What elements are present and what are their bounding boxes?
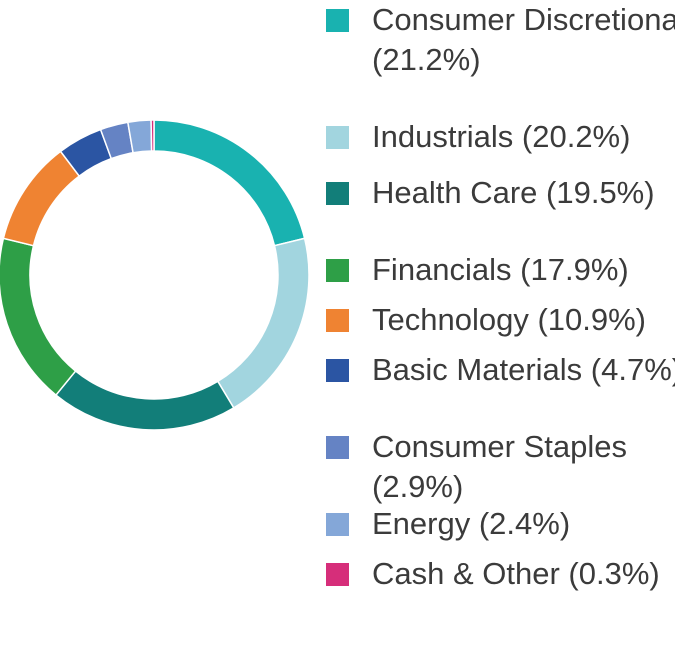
legend-swatch	[326, 126, 349, 149]
legend-item: Industrials (20.2%)	[326, 117, 675, 157]
legend-swatch	[326, 436, 349, 459]
legend-label: Consumer Staples (2.9%)	[372, 429, 628, 504]
legend-label: Basic Materials (4.7%)	[372, 352, 675, 387]
donut-slice	[153, 119, 306, 247]
legend-item: Cash & Other (0.3%)	[326, 554, 675, 594]
donut-slice	[54, 369, 235, 431]
donut-slice	[216, 237, 310, 409]
legend-item: Energy (2.4%)	[326, 504, 675, 544]
donut-slice	[0, 237, 77, 397]
legend-swatch	[326, 9, 349, 32]
donut-slice	[150, 119, 155, 152]
legend-swatch	[326, 309, 349, 332]
legend-label: Energy (2.4%)	[372, 506, 571, 541]
legend-label: Industrials (20.2%)	[372, 119, 631, 154]
legend-label: Cash & Other (0.3%)	[372, 556, 660, 591]
legend-item: Financials (17.9%)	[326, 250, 675, 290]
legend-swatch	[326, 563, 349, 586]
legend-item: Consumer Staples (2.9%)	[326, 427, 675, 507]
legend-swatch	[326, 182, 349, 205]
donut-slice	[2, 150, 81, 247]
donut-slices	[0, 119, 310, 431]
legend-label: Financials (17.9%)	[372, 252, 629, 287]
legend-swatch	[326, 359, 349, 382]
legend-label: Technology (10.9%)	[372, 302, 646, 337]
legend-item: Health Care (19.5%)	[326, 173, 675, 213]
legend-swatch	[326, 513, 349, 536]
legend-item: Consumer Discretionary (21.2%)	[326, 0, 675, 80]
legend-label: Consumer Discretionary (21.2%)	[372, 2, 675, 77]
legend-item: Technology (10.9%)	[326, 300, 675, 340]
legend-label: Health Care (19.5%)	[372, 175, 655, 210]
legend-swatch	[326, 259, 349, 282]
legend-item: Basic Materials (4.7%)	[326, 350, 675, 390]
donut-chart	[0, 119, 310, 431]
